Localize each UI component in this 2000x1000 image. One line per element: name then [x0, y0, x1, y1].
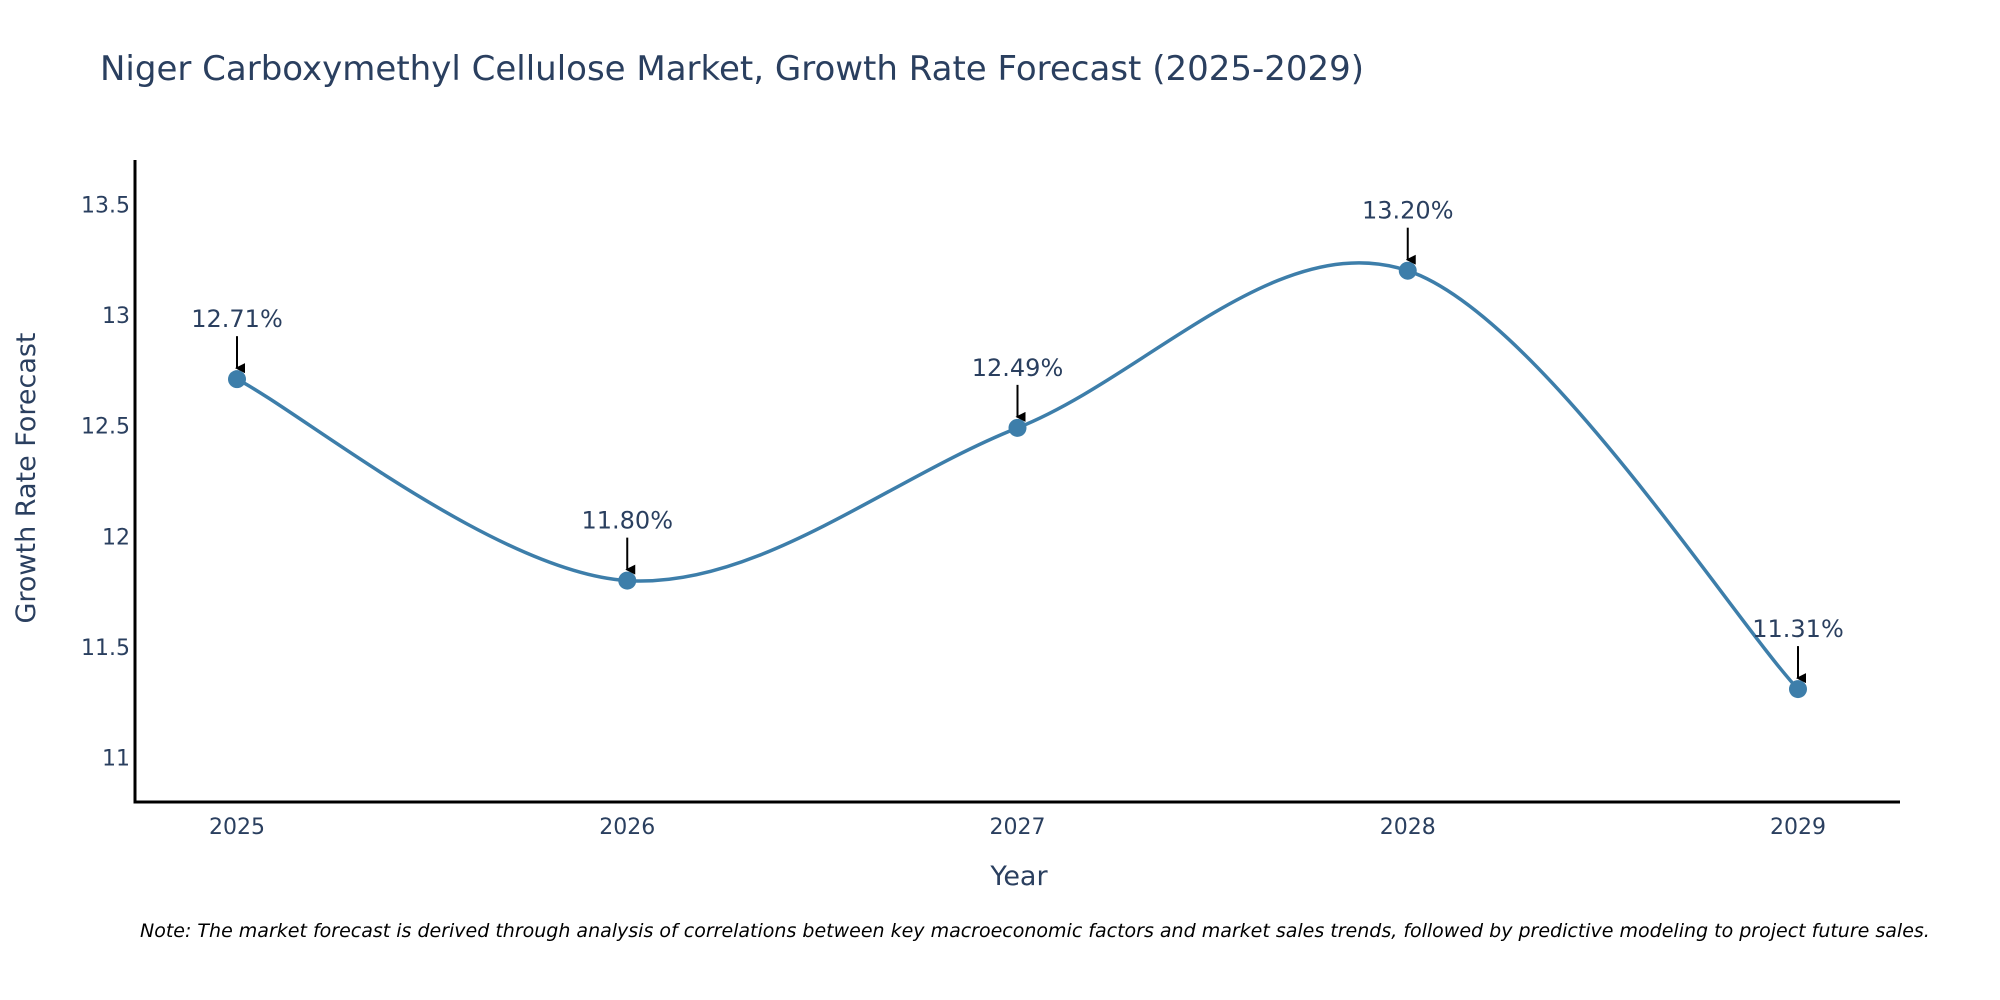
data-label: 11.80%: [581, 507, 673, 535]
y-tick-label: 11: [102, 747, 130, 772]
x-tick-label: 2025: [209, 815, 265, 840]
x-tick-label: 2029: [1770, 815, 1826, 840]
y-tick-label: 12.5: [81, 415, 130, 440]
data-point: [228, 370, 246, 389]
y-tick-label: 13.5: [81, 193, 130, 218]
footnote: Note: The market forecast is derived thr…: [140, 920, 1930, 942]
y-tick-label: 11.5: [81, 636, 130, 661]
data-label: 11.31%: [1752, 615, 1844, 643]
data-label: 12.49%: [972, 354, 1064, 382]
data-point: [1398, 261, 1417, 280]
x-tick-label: 2028: [1380, 815, 1436, 840]
y-axis-ticks: 11 11.5 12 12.5 13 13.5: [81, 193, 130, 771]
y-axis-title: Growth Rate Forecast: [11, 332, 42, 623]
series-line: [236, 261, 1800, 691]
data-label: 12.71%: [191, 305, 283, 333]
data-point: [618, 571, 637, 590]
data-label: 13.20%: [1362, 197, 1454, 225]
chart-title: Niger Carboxymethyl Cellulose Market, Gr…: [100, 49, 1364, 89]
data-point: [1789, 680, 1807, 699]
x-axis-ticks: 2025 2026 2027 2028 2029: [209, 815, 1826, 840]
series-markers: [228, 261, 1807, 699]
axes: [133, 160, 1900, 804]
x-tick-label: 2026: [599, 815, 655, 840]
data-annotations: 12.71% 11.80% 12.49% 13.20% 11.31%: [191, 197, 1844, 684]
y-tick-label: 12: [102, 525, 130, 550]
x-axis-title: Year: [989, 861, 1048, 892]
x-tick-label: 2027: [990, 815, 1046, 840]
data-point: [1008, 418, 1027, 437]
y-tick-label: 13: [102, 304, 130, 329]
